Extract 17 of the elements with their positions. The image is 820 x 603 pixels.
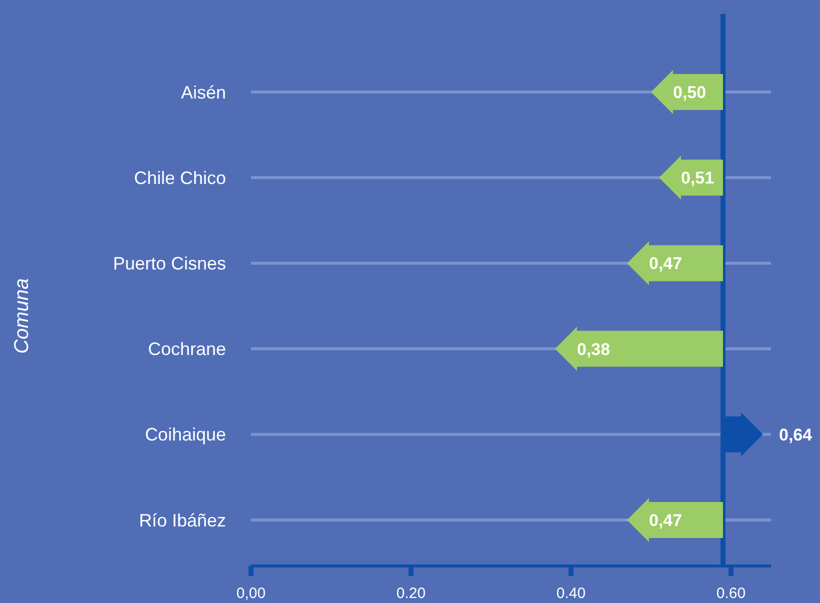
data-label: 0,51 [681,168,714,188]
data-label: 0,47 [649,510,682,530]
data-label: 0,50 [673,82,706,102]
y-tick-label: Coihaique [144,424,226,445]
data-label: 0,47 [649,254,682,274]
y-tick-label: Puerto Cisnes [112,254,226,274]
x-tick-label: 0.20 [396,585,426,602]
y-tick-label: Río Ibáñez [138,510,226,530]
y-axis-title: Comuna [11,278,33,354]
y-tick-label: Aisén [180,82,226,102]
data-label: 0,64 [779,425,813,444]
y-tick-label: Cochrane [148,339,226,360]
data-label: 0,38 [577,340,610,359]
x-tick-label: 0.60 [716,585,746,602]
x-tick-label: 0,00 [236,585,266,602]
y-tick-label: Chile Chico [134,168,226,188]
x-tick-label: 0.40 [556,585,586,602]
